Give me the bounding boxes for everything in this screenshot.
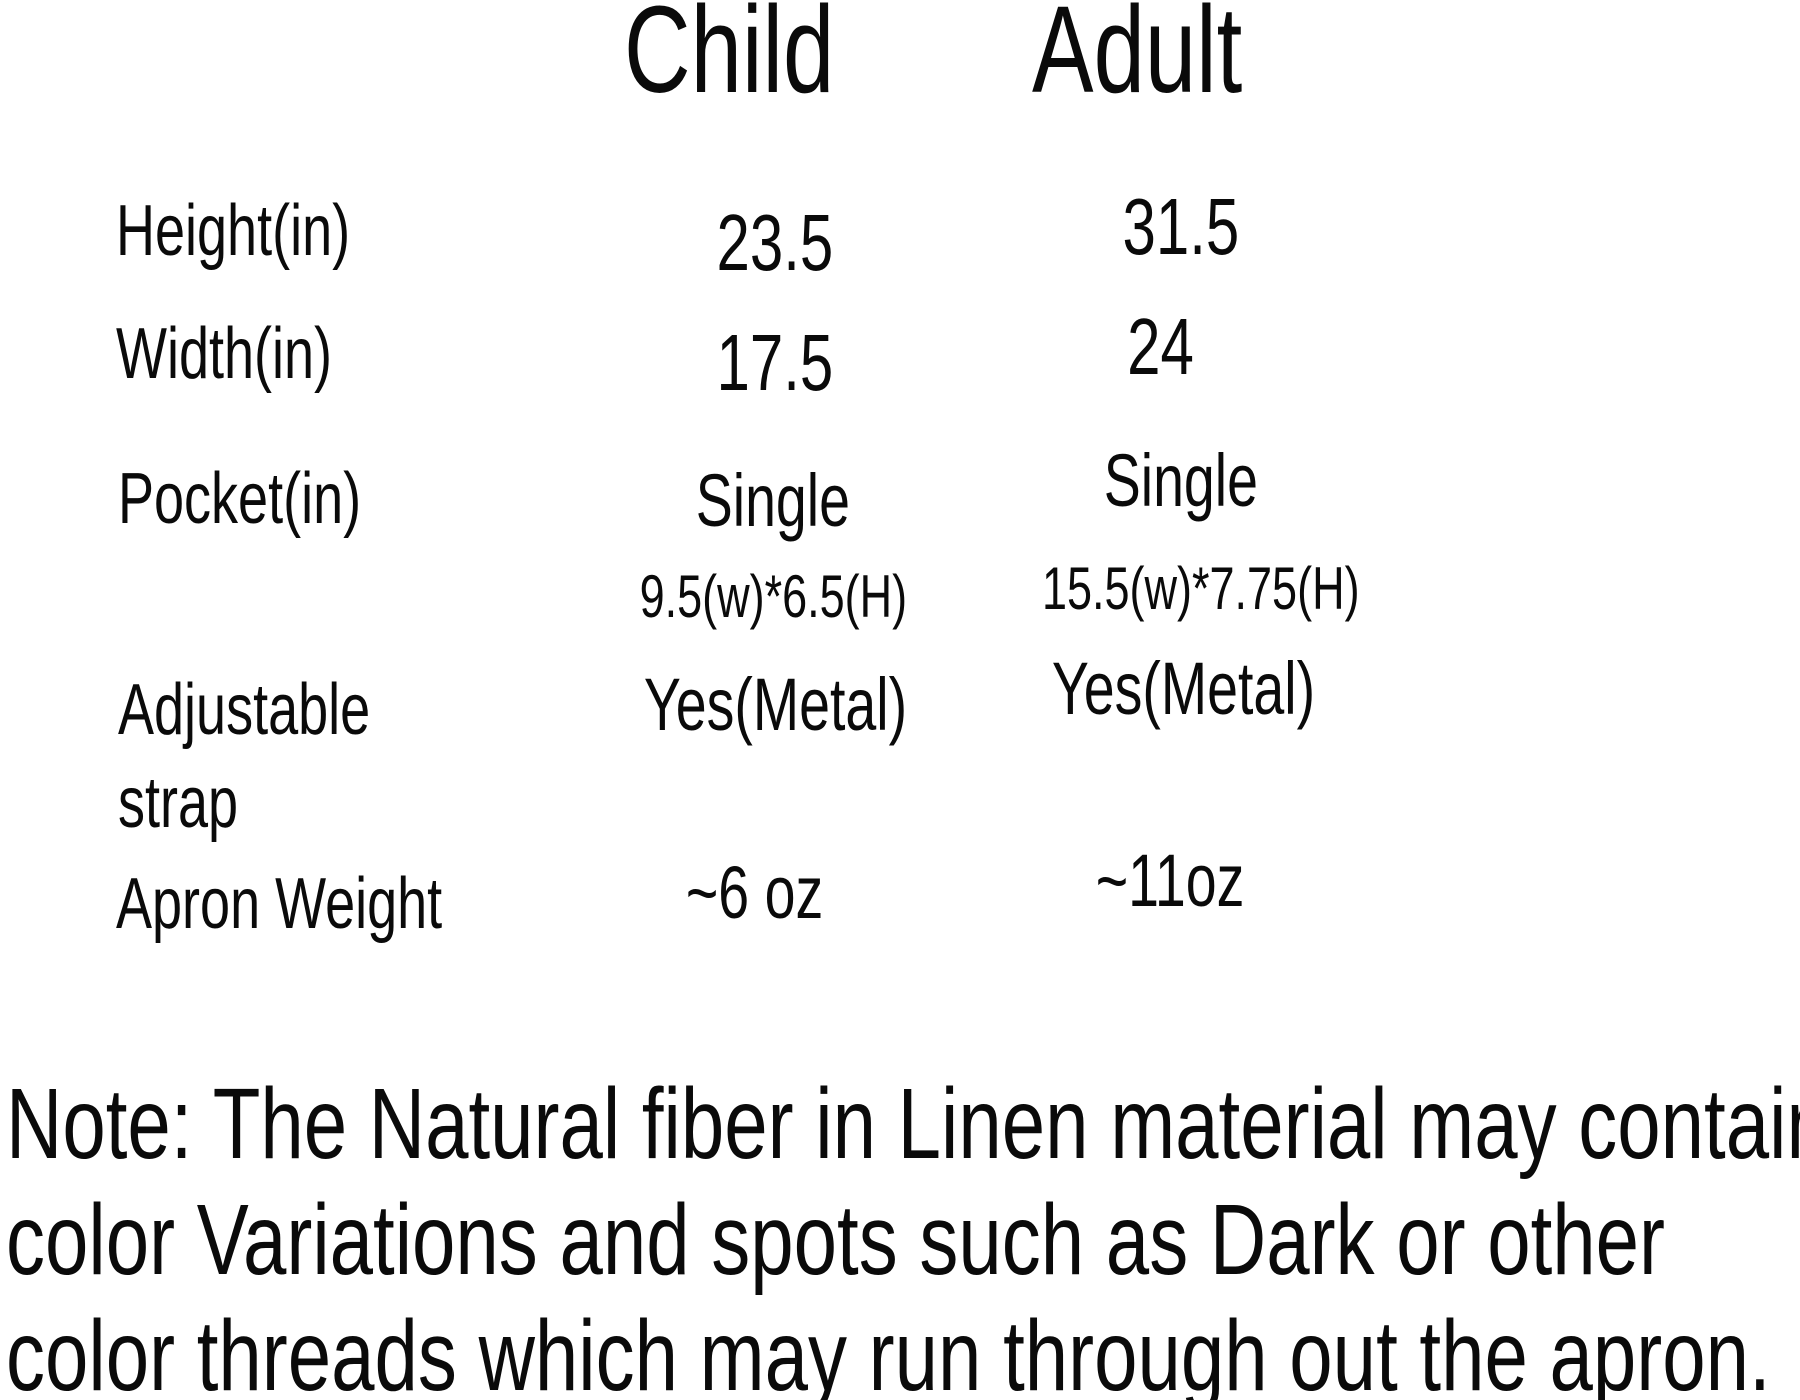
value-strap-adult: Yes(Metal) <box>1051 647 1315 730</box>
value-pocket-adult: Single <box>1103 439 1259 522</box>
column-header-adult: Adult <box>907 0 1367 112</box>
column-header-child-label: Child <box>623 0 835 119</box>
row-label-height: Height(in) <box>116 191 351 271</box>
value-pocket-child: Single <box>695 459 851 542</box>
value-width-adult: 24 <box>1126 302 1194 391</box>
column-header-child: Child <box>499 0 959 112</box>
value-weight-child: ~6 oz <box>686 851 824 934</box>
value-strap-child: Yes(Metal) <box>643 663 907 746</box>
value-height-child: 23.5 <box>716 198 834 287</box>
material-note-line-1: Note: The Natural fiber in Linen materia… <box>6 1068 1800 1180</box>
material-note: Note: The Natural fiber in Linen materia… <box>6 1066 1800 1400</box>
column-header-adult-label: Adult <box>1031 0 1243 119</box>
value-weight-adult: ~11oz <box>1095 839 1245 922</box>
material-note-line-3: color threads which may run through out … <box>6 1300 1771 1400</box>
value-pocket-size-adult: 15.5(w)*7.75(H) <box>1042 555 1360 622</box>
row-label-pocket: Pocket(in) <box>118 459 362 539</box>
material-note-line-2: color Variations and spots such as Dark … <box>6 1184 1666 1296</box>
row-label-apron-weight: Apron Weight <box>116 864 443 944</box>
row-label-adjustable-strap: Adjustable strap <box>118 670 371 843</box>
value-pocket-size-child: 9.5(w)*6.5(H) <box>639 563 907 630</box>
row-label-width: Width(in) <box>116 314 333 394</box>
value-width-child: 17.5 <box>716 318 834 407</box>
value-height-adult: 31.5 <box>1122 182 1240 271</box>
